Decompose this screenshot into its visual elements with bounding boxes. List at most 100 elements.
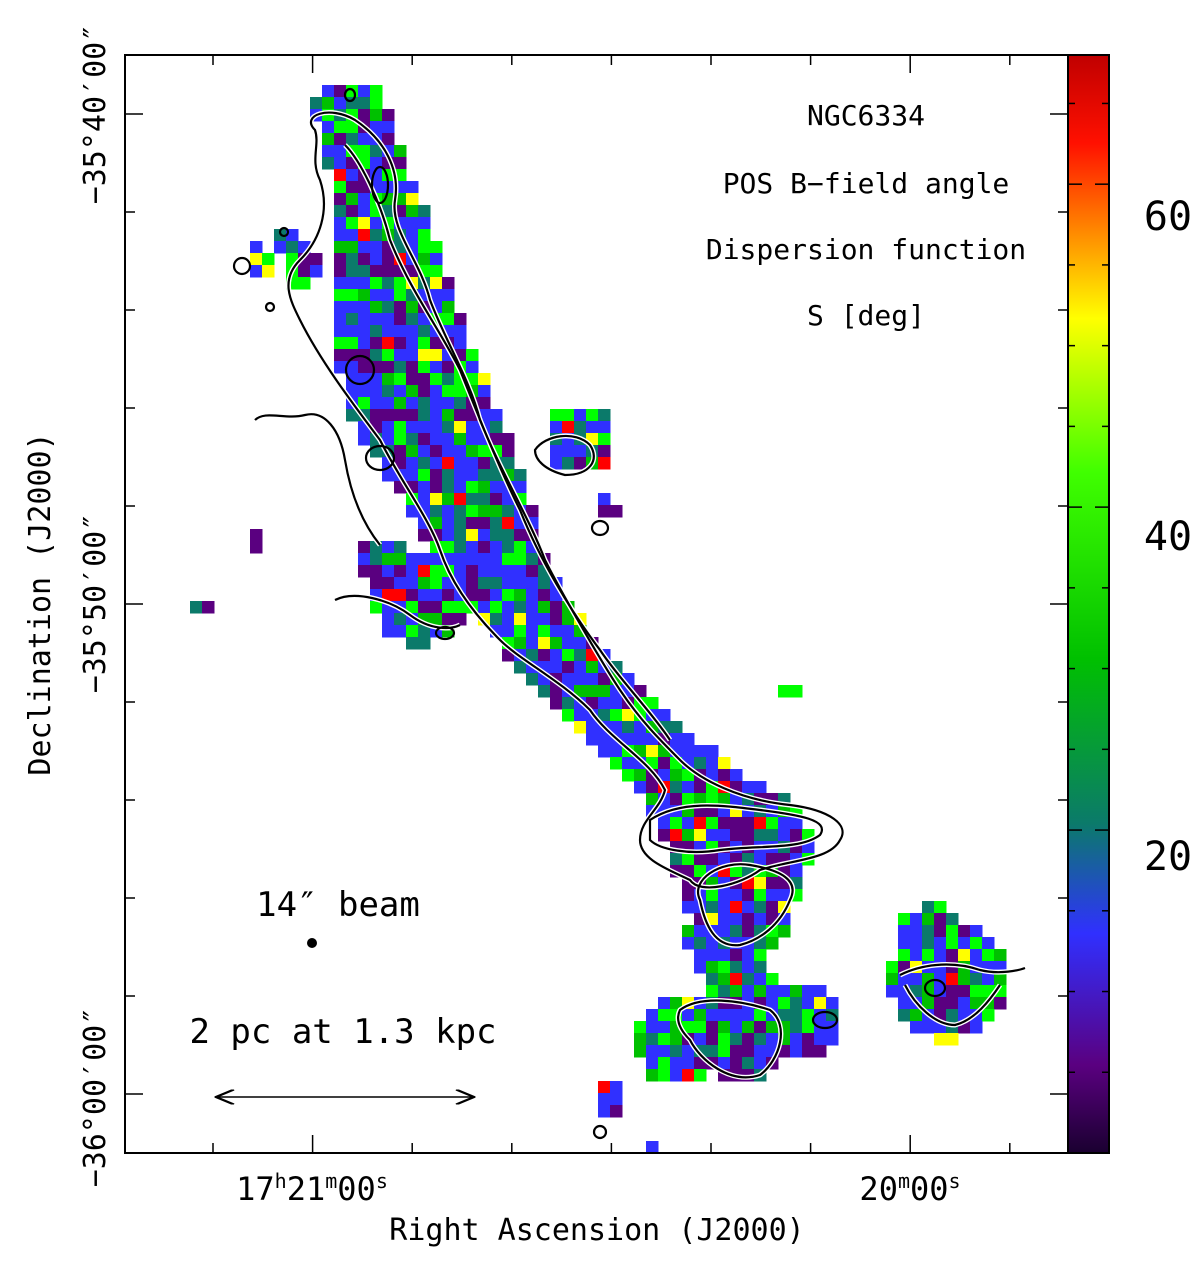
map-pixel [706,1021,719,1034]
map-pixel [418,577,431,590]
map-pixel [910,949,923,962]
map-pixel [934,913,947,926]
map-pixel [442,397,455,410]
map-pixel [334,241,347,254]
map-pixel [946,985,959,998]
map-pixel [442,385,455,398]
map-pixel [430,553,443,566]
map-pixel [682,829,695,842]
annotation-line-4: S [deg] [807,299,925,332]
map-pixel [934,1033,947,1046]
map-pixel [742,817,755,830]
map-pixel [670,769,683,782]
map-pixel [562,661,575,674]
map-pixel [946,1009,959,1022]
map-pixel [562,673,575,686]
map-pixel [406,349,419,362]
map-pixel [910,937,923,950]
map-pixel [430,601,443,614]
map-pixel [670,1045,683,1058]
map-pixel [454,517,467,530]
map-pixel [346,349,359,362]
map-pixel [526,601,539,614]
map-pixel [730,769,743,782]
map-pixel [406,397,419,410]
map-pixel [454,529,467,542]
map-pixel [754,985,767,998]
map-pixel [610,757,623,770]
map-pixel [466,505,479,518]
map-pixel [334,193,347,206]
map-pixel [430,361,443,374]
map-pixel [502,601,515,614]
map-pixel [382,553,395,566]
map-pixel [394,145,407,158]
map-pixel [682,937,695,950]
map-pixel [466,589,479,602]
map-pixel [598,1093,611,1106]
map-pixel [646,1069,659,1082]
map-pixel [934,949,947,962]
map-pixel [682,781,695,794]
map-pixel [826,1033,839,1046]
map-pixel [430,457,443,470]
map-pixel [670,817,683,830]
x-tick-label-20m: 20m00s [859,1169,960,1208]
map-pixel [478,493,491,506]
map-pixel [574,409,587,422]
map-pixel [358,241,371,254]
map-pixel [766,877,779,890]
map-pixel [358,85,371,98]
map-pixel [370,409,383,422]
map-pixel [730,889,743,902]
map-pixel [694,961,707,974]
map-pixel [466,457,479,470]
map-pixel [358,205,371,218]
map-pixel [382,289,395,302]
map-pixel [682,793,695,806]
map-pixel [406,205,419,218]
map-pixel [922,949,935,962]
map-pixel [622,721,635,734]
map-pixel [658,1069,671,1082]
map-pixel [490,553,503,566]
map-pixel [442,457,455,470]
map-pixel [706,949,719,962]
map-pixel [358,97,371,110]
map-pixel [394,409,407,422]
map-pixel [322,157,335,170]
map-pixel [574,421,587,434]
map-pixel [430,613,443,626]
map-pixel [682,1069,695,1082]
map-pixel [562,613,575,626]
map-pixel [334,277,347,290]
map-pixel [598,733,611,746]
map-pixel [358,133,371,146]
map-pixel [442,301,455,314]
map-pixel [586,661,599,674]
map-pixel [706,901,719,914]
map-pixel [406,625,419,638]
map-pixel [358,265,371,278]
map-pixel [790,1033,803,1046]
map-pixel [550,421,563,434]
map-pixel [370,253,383,266]
map-pixel [442,469,455,482]
map-pixel [718,889,731,902]
map-pixel [934,985,947,998]
map-pixel [346,133,359,146]
map-pixel [766,817,779,830]
map-pixel [538,577,551,590]
map-pixel [718,973,731,986]
map-pixel [598,1105,611,1118]
map-pixel [430,385,443,398]
map-pixel [610,709,623,722]
map-pixel [754,901,767,914]
map-pixel [442,481,455,494]
map-pixel [394,433,407,446]
map-pixel [454,565,467,578]
map-pixel [490,529,503,542]
map-pixel [646,1009,659,1022]
map-pixel [406,217,419,230]
map-pixel [394,373,407,386]
